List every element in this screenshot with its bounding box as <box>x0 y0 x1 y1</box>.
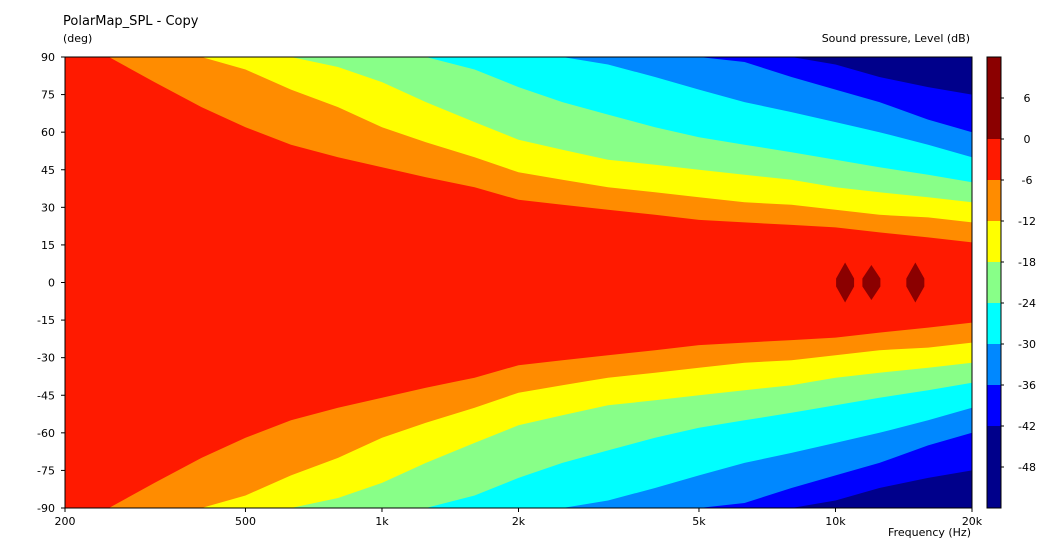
colorbar-tick-label: -36 <box>1018 379 1036 392</box>
y-tick-label: -90 <box>37 502 55 515</box>
y-axis-label: (deg) <box>63 32 93 45</box>
y-tick-label: -75 <box>37 464 55 477</box>
contour-plot-area <box>65 57 972 508</box>
colorbar-band <box>987 262 1001 303</box>
x-tick-label: 5k <box>692 515 706 528</box>
x-tick-label: 10k <box>825 515 846 528</box>
y-tick-label: 45 <box>41 164 55 177</box>
x-tick-label: 500 <box>235 515 256 528</box>
y-tick-label: -45 <box>37 389 55 402</box>
colorbar-tick-label: -42 <box>1018 420 1036 433</box>
colorbar-tick-label: 6 <box>1024 92 1031 105</box>
x-tick-label: 20k <box>962 515 983 528</box>
y-tick-label: -60 <box>37 427 55 440</box>
colorbar-tick-label: -6 <box>1022 174 1033 187</box>
colorbar-label: Sound pressure, Level (dB) <box>821 32 970 45</box>
colorbar-band <box>987 303 1001 344</box>
peak-region-2 <box>862 264 881 301</box>
contour-region-m6db <box>65 57 972 508</box>
colorbar-band <box>987 98 1001 139</box>
peak-region-3 <box>906 262 925 303</box>
y-tick-label: 90 <box>41 51 55 64</box>
peak-region-1 <box>836 262 855 303</box>
colorbar-band <box>987 426 1001 467</box>
y-tick-label: -15 <box>37 314 55 327</box>
x-tick-label: 1k <box>375 515 389 528</box>
y-tick-label: 0 <box>48 277 55 290</box>
y-tick-label: 75 <box>41 89 55 102</box>
x-axis-label: Frequency (Hz) <box>888 526 971 539</box>
colorbar-tick-label: -48 <box>1018 461 1036 474</box>
colorbar-band <box>987 385 1001 426</box>
colorbar-tick-label: -30 <box>1018 338 1036 351</box>
colorbar-band <box>987 221 1001 262</box>
colorbar-tick-label: -24 <box>1018 297 1036 310</box>
chart-title: PolarMap_SPL - Copy <box>63 14 199 29</box>
y-tick-label: 15 <box>41 239 55 252</box>
colorbar-tick-label: -18 <box>1018 256 1036 269</box>
y-tick-label: 30 <box>41 201 55 214</box>
colorbar-band <box>987 139 1001 180</box>
x-tick-label: 200 <box>55 515 76 528</box>
colorbar-band-bottom <box>987 467 1001 508</box>
colorbar: 6 0 -6 -12 -18 -24 -30 -36 -42 -48 <box>986 56 1036 509</box>
x-tick-label: 2k <box>512 515 526 528</box>
colorbar-band-top <box>987 57 1001 98</box>
colorbar-band <box>987 180 1001 221</box>
colorbar-tick-label: 0 <box>1024 133 1031 146</box>
colorbar-frame <box>986 56 1002 509</box>
y-tick-label: 60 <box>41 126 55 139</box>
y-tick-label: -30 <box>37 352 55 365</box>
colorbar-tick-label: -12 <box>1018 215 1036 228</box>
colorbar-band <box>987 344 1001 385</box>
